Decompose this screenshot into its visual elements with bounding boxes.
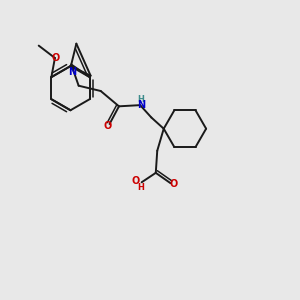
- Text: O: O: [104, 121, 112, 131]
- Text: O: O: [132, 176, 140, 186]
- Text: N: N: [68, 67, 76, 77]
- Text: H: H: [138, 95, 145, 104]
- Text: O: O: [52, 53, 60, 63]
- Text: H: H: [137, 183, 144, 192]
- Text: N: N: [137, 100, 145, 110]
- Text: O: O: [169, 179, 178, 189]
